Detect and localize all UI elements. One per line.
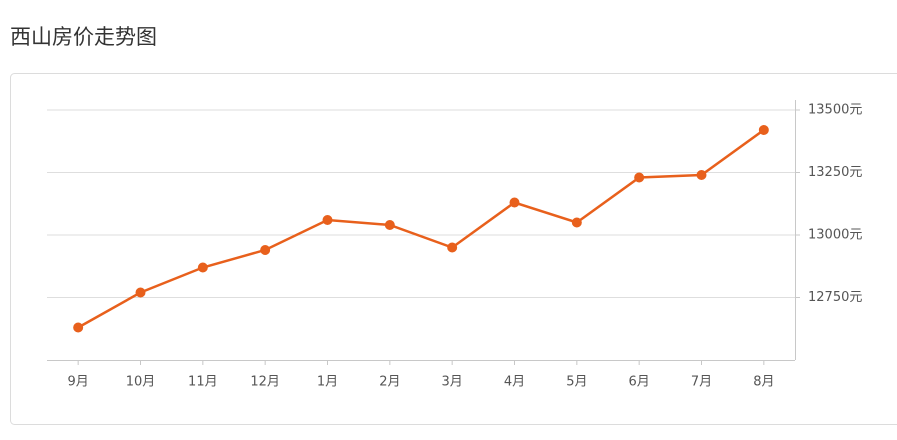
point — [571, 217, 582, 228]
x-tick-label: 7月 — [691, 375, 712, 390]
point — [696, 170, 707, 180]
y-tick-label: 13000元 — [808, 228, 862, 243]
x-tick-label: 12月 — [250, 375, 280, 390]
y-tick-label: 13250元 — [808, 165, 862, 180]
x-tick-label: 2月 — [379, 375, 400, 390]
x-tick-label: 1月 — [317, 375, 338, 390]
x-tick-label: 4月 — [504, 375, 525, 390]
point — [509, 197, 520, 208]
point — [73, 322, 84, 333]
x-tick-label: 3月 — [442, 375, 463, 390]
point — [197, 262, 208, 273]
x-tick-label: 11月 — [188, 375, 218, 390]
x-tick-label: 6月 — [629, 375, 650, 390]
y-tick-label: 13500元 — [808, 103, 862, 118]
chart-title: 西山房价走势图 — [10, 25, 157, 49]
x-tick-label: 10月 — [126, 375, 156, 390]
point — [322, 215, 333, 225]
x-tick-label: 8月 — [753, 375, 774, 390]
point — [260, 245, 271, 255]
line — [77, 128, 765, 329]
x-tick-label: 5月 — [566, 375, 587, 390]
point — [384, 220, 395, 230]
y-tick-label: 12750元 — [808, 290, 862, 305]
x-tick-label: 9月 — [68, 375, 89, 390]
point — [135, 287, 146, 298]
point — [634, 172, 645, 183]
point — [758, 125, 769, 135]
point — [447, 242, 458, 253]
